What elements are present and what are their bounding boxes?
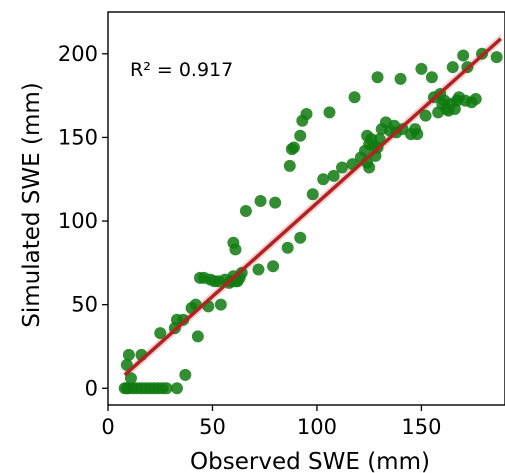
data-point (267, 260, 280, 273)
data-point (415, 62, 428, 75)
data-point (294, 231, 307, 244)
data-point (154, 327, 167, 340)
data-point (170, 382, 183, 395)
data-point (179, 368, 192, 381)
points-layer (118, 37, 503, 395)
y-tick-label: 100 (58, 209, 98, 233)
data-point (160, 382, 173, 395)
data-point (294, 129, 307, 142)
y-tick-label: 50 (71, 293, 98, 317)
data-point (323, 106, 336, 119)
data-point (214, 298, 227, 311)
data-point (124, 372, 137, 385)
x-tick-label: 100 (297, 415, 337, 439)
data-point (425, 71, 438, 84)
y-tick-label: 150 (58, 125, 98, 149)
x-tick-label: 150 (401, 415, 441, 439)
data-point (306, 188, 319, 201)
y-tick-label: 200 (58, 42, 98, 66)
y-tick-label: 0 (85, 376, 98, 400)
x-tick-label: 50 (199, 415, 226, 439)
data-point (348, 91, 361, 104)
data-point (317, 173, 330, 186)
ticks-layer: 0 50 100 150 0 50 100 150 200 (58, 42, 442, 439)
y-axis-title: Simulated SWE (mm) (19, 82, 45, 327)
data-point (254, 194, 267, 207)
data-point (327, 169, 340, 182)
data-point (490, 51, 503, 64)
data-point (281, 241, 294, 254)
data-point (469, 92, 482, 105)
data-point (252, 263, 265, 276)
data-point (419, 109, 432, 122)
data-point (336, 161, 349, 174)
data-point (191, 330, 204, 343)
x-axis-title: Observed SWE (mm) (190, 449, 430, 473)
data-point (229, 243, 242, 256)
data-point (122, 348, 135, 361)
data-point (446, 61, 459, 74)
data-point (177, 313, 190, 326)
data-point (394, 72, 407, 85)
regression-line (123, 37, 502, 377)
data-point (411, 128, 424, 141)
data-point (457, 49, 470, 62)
data-point (269, 196, 282, 209)
data-point (363, 161, 376, 174)
r-squared-annotation: R² = 0.917 (130, 59, 233, 81)
data-point (239, 205, 252, 218)
plot-frame (107, 11, 505, 406)
x-tick-label: 0 (101, 415, 114, 439)
data-point (300, 108, 313, 121)
data-point (371, 71, 384, 84)
data-point (287, 141, 300, 154)
data-point (283, 159, 296, 172)
data-point (120, 358, 133, 371)
